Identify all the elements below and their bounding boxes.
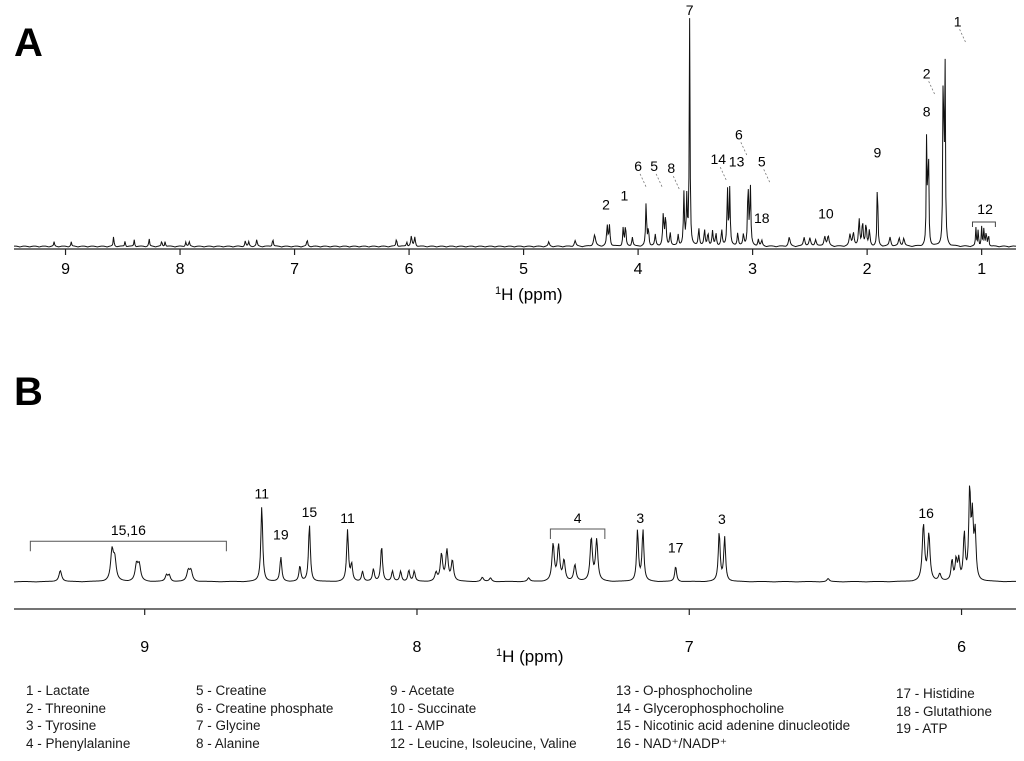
bracket-label: 4 (574, 510, 582, 526)
legend-item: 15 - Nicotinic acid adenine dinucleotide (616, 718, 851, 733)
peak-label: 11 (340, 510, 355, 526)
legend-item: 5 - Creatine (196, 683, 267, 698)
peak-label: 3 (718, 511, 726, 527)
peak-label: 6 (735, 126, 743, 142)
peak-label: 6 (634, 158, 642, 174)
peak-label: 10 (818, 205, 834, 221)
legend-item: 18 - Glutathione (896, 703, 993, 719)
panel-b: B 9 8 7 6 11 19 15 11 3 17 3 16 15,16 4 1H (ppm) (13, 370, 1016, 666)
legend-item: 17 - Histidine (896, 686, 975, 701)
peak-leader-line (719, 166, 727, 181)
legend-item: 14 - Glycerophosphocholine (616, 700, 785, 716)
panel-a-spectrum (13, 18, 1017, 248)
legend-column-4: 13 - O-phosphocholine 14 - Glycerophosph… (616, 682, 850, 752)
peak-label: 1 (620, 187, 628, 203)
tick-label: 6 (405, 261, 414, 278)
peak-label: 2 (923, 65, 931, 81)
panel-b-letter: B (14, 370, 43, 414)
bracket (549, 528, 606, 539)
tick-label: 5 (519, 261, 528, 278)
legend-item: 10 - Succinate (390, 700, 477, 716)
legend-item: 11 - AMP (390, 718, 445, 733)
peak-label: 12 (977, 201, 993, 217)
tick-label: 6 (957, 639, 966, 656)
tick-label: 2 (863, 261, 872, 278)
peak-label: 8 (667, 160, 675, 176)
legend-item: 12 - Leucine, Isoleucine, Valine (390, 735, 577, 751)
panel-a-letter: A (14, 21, 43, 65)
peak-label: 3 (636, 510, 644, 526)
legend-item: 19 - ATP (896, 721, 948, 736)
peak-label: 15 (302, 504, 318, 520)
peak-leader-line (655, 173, 663, 188)
legend-item: 2 - Threonine (26, 700, 107, 716)
bracket (971, 221, 996, 227)
tick-label: 1 (977, 261, 986, 278)
tick-label: 7 (685, 639, 694, 656)
peak-label: 16 (918, 505, 934, 521)
panel-a-x-axis-title: 1H (ppm) (495, 285, 563, 304)
peak-label: 1 (954, 13, 962, 29)
legend-item: 7 - Glycine (196, 718, 261, 733)
legend-item: 13 - O-phosphocholine (616, 683, 753, 698)
peak-leader-line (928, 81, 936, 95)
peak-label: 17 (668, 540, 684, 556)
peak-label: 2 (602, 196, 610, 212)
panel-a-ticks: 9 8 7 6 5 4 3 2 1 (61, 249, 986, 278)
legend-column-2: 5 - Creatine 6 - Creatine phosphate 7 - … (196, 682, 333, 752)
peak-label: 13 (729, 153, 745, 169)
panel-b-spectrum (13, 485, 1016, 583)
legend-item: 16 - NAD⁺/NADP⁺ (616, 735, 728, 751)
legend-item: 9 - Acetate (390, 683, 455, 698)
legend-column-1: 1 - Lactate 2 - Threonine 3 - Tyrosine 4… (26, 682, 130, 752)
tick-label: 9 (61, 261, 70, 278)
legend-column-5: 17 - Histidine 18 - Glutathione 19 - ATP (896, 685, 992, 738)
legend-item: 1 - Lactate (26, 683, 90, 698)
panel-b-x-axis-title: 1H (ppm) (496, 647, 564, 666)
peak-leader-line (763, 169, 771, 183)
peak-label: 5 (650, 158, 658, 174)
peak-leader-line (639, 173, 647, 188)
bracket-label: 15,16 (111, 522, 146, 538)
peak-label: 8 (923, 104, 931, 120)
tick-label: 4 (634, 261, 643, 278)
legend-item: 6 - Creatine phosphate (196, 700, 334, 716)
legend-item: 3 - Tyrosine (26, 718, 97, 733)
peak-label: 18 (754, 210, 770, 226)
peak-label: 7 (686, 2, 694, 18)
peak-label: 5 (758, 153, 766, 169)
panel-b-brackets: 15,16 4 (29, 510, 606, 552)
tick-label: 9 (140, 639, 149, 656)
legend-item: 4 - Phenylalanine (26, 735, 131, 751)
tick-label: 3 (748, 261, 757, 278)
peak-leader-line (672, 176, 680, 190)
legend-item: 8 - Alanine (196, 735, 260, 751)
tick-label: 7 (290, 261, 299, 278)
legend-column-3: 9 - Acetate 10 - Succinate 11 - AMP 12 -… (390, 682, 577, 752)
peak-label: 11 (255, 485, 270, 501)
panel-b-peak-labels: 11 19 15 11 3 17 3 16 (255, 485, 935, 555)
peak-label: 19 (273, 526, 289, 542)
tick-label: 8 (413, 639, 422, 656)
panel-b-ticks: 9 8 7 6 (140, 609, 966, 656)
peak-label: 9 (874, 144, 882, 160)
tick-label: 8 (176, 261, 185, 278)
peak-leader-line (959, 29, 966, 43)
peak-label: 14 (710, 151, 726, 167)
bracket (29, 540, 227, 552)
